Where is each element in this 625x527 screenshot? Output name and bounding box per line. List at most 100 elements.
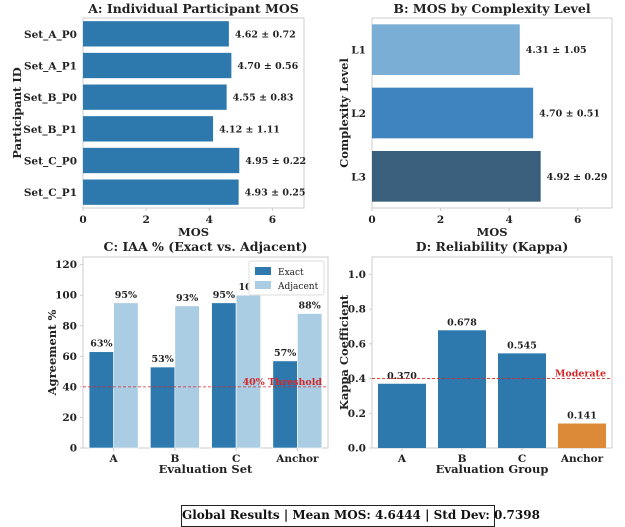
y-tick-label: 0.0 xyxy=(348,443,366,455)
legend-label-exact: Exact xyxy=(278,268,304,278)
y-tick-label: 80 xyxy=(62,320,77,332)
x-axis-label: MOS xyxy=(178,225,209,239)
data-label: 4.62 ± 0.72 xyxy=(235,29,296,40)
panel-c: 63% 95% 53% 93% 95% 100 57% 88% 40% Threshold A B C… xyxy=(45,239,329,476)
x-tick-label: B xyxy=(170,453,179,465)
y-tick-label: Set_A_P0 xyxy=(24,29,77,42)
bar-adjacent-c xyxy=(235,294,261,449)
x-tick-label: Anchor xyxy=(275,453,319,465)
data-label: 93% xyxy=(176,293,198,304)
y-tick-label: Set_A_P1 xyxy=(24,61,77,74)
y-tick-label: 40 xyxy=(62,381,77,393)
bar-a-set_b_p0 xyxy=(83,84,227,110)
data-label: 53% xyxy=(152,354,174,365)
data-label: 88% xyxy=(299,301,321,312)
y-tick-label: 100 xyxy=(55,290,77,302)
bar-b-l2 xyxy=(372,87,534,139)
legend-swatch-adjacent xyxy=(255,281,271,289)
chart-title: D: Reliability (Kappa) xyxy=(416,239,569,254)
x-tick-label: C xyxy=(232,453,240,465)
bar-anchor xyxy=(558,423,606,448)
plot-frame-a xyxy=(82,17,305,209)
y-axis-label: Complexity Level xyxy=(337,58,351,168)
data-label: 4.12 ± 1.11 xyxy=(219,124,280,135)
y-tick-label: 0 xyxy=(70,443,77,455)
bar-b xyxy=(438,330,486,448)
bar-exact-anchor xyxy=(272,360,298,449)
x-tick-label: Anchor xyxy=(560,453,604,465)
y-tick-label: 20 xyxy=(62,412,77,424)
chart-title: C: IAA % (Exact vs. Adjacent) xyxy=(104,239,308,254)
data-label: 0.545 xyxy=(507,340,537,351)
y-tick-label: 0.6 xyxy=(348,338,366,350)
x-tick-label: A xyxy=(397,453,407,465)
panel-d: 0.370 0.678 0.545 0.141 Moderate A B C Anchor 0.0… xyxy=(337,239,613,476)
y-axis-label: Agreement % xyxy=(45,310,59,397)
x-tick-label: 6 xyxy=(574,214,581,226)
y-tick-label: 0.4 xyxy=(348,373,366,385)
y-tick-label: L2 xyxy=(351,108,366,120)
x-tick-label: 0 xyxy=(79,214,86,226)
bar-b-l3 xyxy=(372,151,541,202)
bar-adjacent-anchor xyxy=(297,313,323,449)
x-tick-label: C xyxy=(518,453,526,465)
data-label: 4.95 ± 0.22 xyxy=(245,156,306,167)
plot-frame-c xyxy=(82,256,329,449)
chart-title: B: MOS by Complexity Level xyxy=(393,1,590,16)
bar-a-set_c_p0 xyxy=(83,147,240,174)
data-label: 57% xyxy=(274,348,296,359)
bar-exact-b xyxy=(150,366,176,449)
legend-swatch-exact xyxy=(255,267,271,275)
data-label: 4.70 ± 0.56 xyxy=(237,61,298,72)
bar-exact-c xyxy=(211,302,237,449)
figure: 4.62 ± 0.72 Set_A_P0 4.70 ± 0.56 Set_A_P1 4.… xyxy=(10,1,613,476)
bar-exact-a xyxy=(88,351,114,449)
data-label: 4.70 ± 0.51 xyxy=(539,109,600,120)
x-tick-label: 2 xyxy=(142,214,149,226)
legend-label-adjacent: Adjacent xyxy=(277,282,319,292)
data-label: 0.370 xyxy=(387,371,417,382)
data-label: 0.141 xyxy=(567,411,597,422)
x-tick-label: 2 xyxy=(437,214,444,226)
x-axis-label: Evaluation Set xyxy=(159,462,253,476)
global-results-box: Global Results | Mean MOS: 4.6444 | Std … xyxy=(181,505,540,527)
bar-c xyxy=(498,353,546,448)
y-tick-label: L3 xyxy=(351,171,366,183)
legend: Exact Adjacent xyxy=(248,260,325,296)
y-tick-label: L1 xyxy=(351,45,366,57)
x-tick-label: A xyxy=(109,453,119,465)
y-tick-label: 120 xyxy=(55,259,77,271)
x-tick-label: 6 xyxy=(269,214,276,226)
threshold-label: 40% Threshold xyxy=(243,377,323,388)
bar-a-set_a_p1 xyxy=(83,52,232,79)
data-label: 4.93 ± 0.25 xyxy=(245,188,306,199)
threshold-label: Moderate xyxy=(555,369,606,380)
x-tick-label: B xyxy=(458,453,467,465)
y-tick-label: Set_C_P1 xyxy=(24,187,77,200)
x-axis-label: Evaluation Group xyxy=(436,462,549,476)
y-tick-label: Set_B_P0 xyxy=(23,92,77,105)
bar-adjacent-b xyxy=(174,305,200,449)
bar-adjacent-a xyxy=(113,302,139,449)
x-tick-label: 0 xyxy=(368,214,375,226)
chart-title: A: Individual Participant MOS xyxy=(87,1,299,16)
bar-a-set_a_p0 xyxy=(83,21,229,47)
data-label: 63% xyxy=(90,339,112,350)
y-axis-label: Participant ID xyxy=(10,67,24,158)
y-tick-label: 0.2 xyxy=(348,408,366,420)
y-tick-label: Set_C_P0 xyxy=(24,156,77,169)
panel-b: 4.31 ± 1.05 L1 4.70 ± 0.51 L2 4.92 ± 0.29 L3 0… xyxy=(337,1,613,239)
data-label: 95% xyxy=(213,290,235,301)
plot-frame-d xyxy=(371,256,613,449)
x-tick-label: 4 xyxy=(206,214,213,226)
y-tick-label: 1.0 xyxy=(348,269,366,281)
y-tick-label: 0.8 xyxy=(348,304,366,316)
y-tick-label: Set_B_P1 xyxy=(23,124,77,137)
data-label: 4.92 ± 0.29 xyxy=(547,172,608,183)
data-label: 95% xyxy=(115,290,137,301)
data-label: 0.678 xyxy=(447,317,477,328)
data-label: 4.55 ± 0.83 xyxy=(233,93,294,104)
data-label: 4.31 ± 1.05 xyxy=(526,45,587,56)
bar-a-set_c_p1 xyxy=(83,179,239,205)
bar-a-set_b_p1 xyxy=(83,116,214,142)
